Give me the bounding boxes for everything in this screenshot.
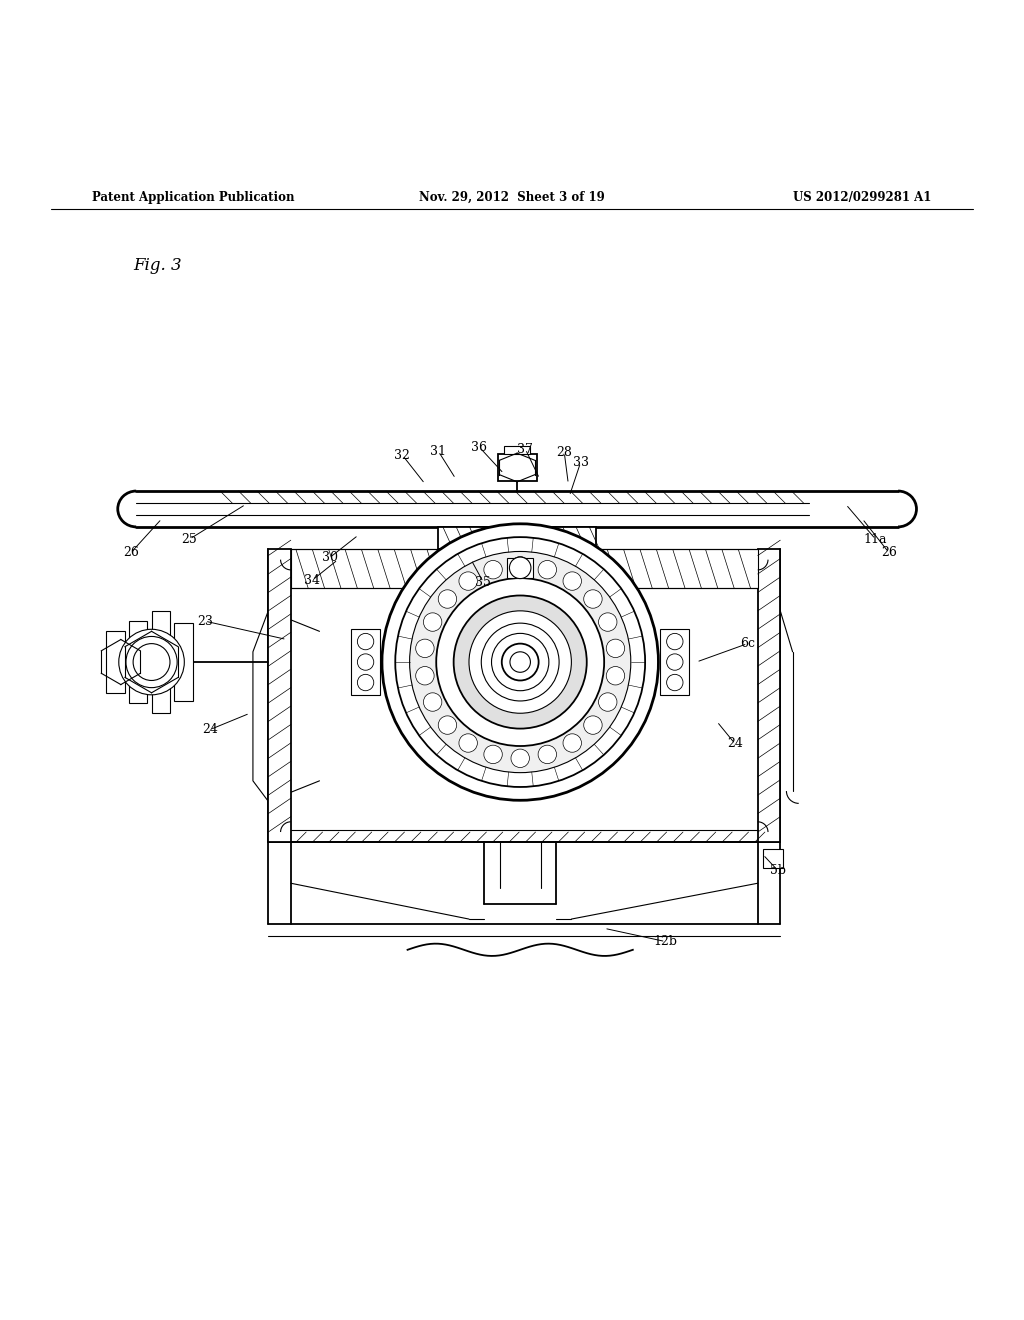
Circle shape [119,630,184,694]
Text: 5b: 5b [770,865,786,878]
Bar [504,446,530,454]
Text: 12b: 12b [653,935,678,948]
Text: 28: 28 [556,446,572,458]
Text: Nov. 29, 2012  Sheet 3 of 19: Nov. 29, 2012 Sheet 3 of 19 [419,190,605,203]
Circle shape [606,667,625,685]
Circle shape [357,634,374,649]
Circle shape [606,639,625,657]
Text: 35: 35 [475,576,492,589]
Circle shape [416,639,434,657]
Text: 37: 37 [517,442,534,455]
Circle shape [667,634,683,649]
Circle shape [469,611,571,713]
Bar [508,557,532,578]
Circle shape [357,653,374,671]
Text: 24: 24 [727,738,743,751]
Circle shape [416,667,434,685]
Circle shape [667,675,683,690]
Circle shape [133,644,170,681]
Circle shape [436,578,604,746]
Circle shape [510,557,530,578]
Text: 6c: 6c [740,638,755,651]
Bar [758,549,780,842]
Text: 30: 30 [322,552,338,564]
Bar [129,622,147,704]
Circle shape [511,557,529,576]
Circle shape [459,734,477,752]
Text: 23: 23 [197,615,213,627]
Bar [438,527,596,549]
Circle shape [584,590,602,609]
Circle shape [454,595,587,729]
Circle shape [511,748,529,767]
Circle shape [438,590,457,609]
Text: 26: 26 [881,546,897,558]
Text: 11a: 11a [864,533,887,545]
Text: 26: 26 [123,546,139,558]
Circle shape [438,715,457,734]
Text: 34: 34 [304,574,321,586]
Circle shape [563,572,582,590]
Text: 36: 36 [471,441,487,454]
Circle shape [459,572,477,590]
Text: Fig. 3: Fig. 3 [133,257,181,275]
Bar [291,549,758,589]
Circle shape [484,561,503,579]
Circle shape [538,561,556,579]
Circle shape [395,537,645,787]
Bar [174,623,193,701]
Text: 31: 31 [430,445,446,458]
Bar [660,628,689,696]
Circle shape [510,652,530,672]
Circle shape [410,552,631,772]
Circle shape [492,634,549,690]
Circle shape [502,644,539,681]
Bar [152,611,170,713]
Text: US 2012/0299281 A1: US 2012/0299281 A1 [794,190,932,203]
Text: 24: 24 [202,723,218,737]
Circle shape [382,524,658,800]
Bar [268,549,291,842]
Text: 32: 32 [394,449,411,462]
Circle shape [599,693,617,711]
Circle shape [484,746,503,764]
Circle shape [423,612,441,631]
Circle shape [423,693,441,711]
Circle shape [481,623,559,701]
Text: 33: 33 [572,455,589,469]
Bar [498,454,537,480]
Circle shape [126,636,177,688]
Circle shape [667,653,683,671]
Text: Patent Application Publication: Patent Application Publication [92,190,295,203]
Bar [106,631,125,693]
Bar [351,628,380,696]
Circle shape [357,675,374,690]
Text: 25: 25 [181,533,198,545]
Circle shape [584,715,602,734]
Circle shape [599,612,617,631]
Bar [763,850,783,867]
Circle shape [538,746,556,764]
Circle shape [563,734,582,752]
